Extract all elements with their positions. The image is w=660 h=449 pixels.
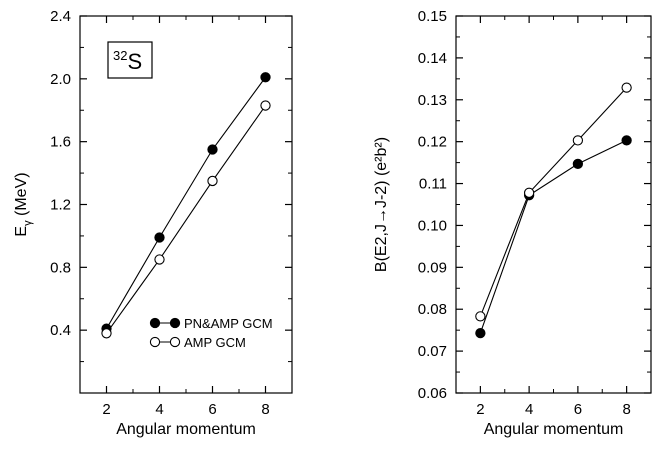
nucleus-label: 32S [113, 48, 142, 74]
y-tick-label: 2.0 [50, 71, 71, 88]
nucleus-label-box [107, 41, 153, 79]
y-tick-label: 1.6 [50, 134, 71, 151]
y-tick-label: 0.4 [50, 322, 71, 339]
panel-2: 2 4 6 8 0.06 0.07 0.08 0.09 0.10 0.11 0.12 0.13 0.14… [373, 8, 652, 438]
x-axis-label: Angular momentum [484, 421, 624, 438]
y-tick-label: 0.10 [418, 217, 447, 234]
data-point-open [207, 175, 218, 187]
y-tick-label: 1.2 [50, 197, 71, 214]
series-line-1 [106, 76, 266, 329]
x-tick-label: 4 [525, 401, 533, 418]
legend-marker [149, 336, 161, 348]
y-tick-label: 0.06 [418, 385, 447, 402]
x-tick-label: 4 [155, 401, 163, 418]
x-tick-label: 2 [476, 401, 484, 418]
legend: PN&AMP GCM AMP GCM [149, 316, 273, 350]
y-axis-label: B(E2,J→J-2) (e²b²) [373, 137, 390, 272]
y-tick-label: 0.07 [418, 343, 447, 360]
y-tick-label: 0.09 [418, 259, 447, 276]
series-line-2 [106, 105, 266, 334]
legend-marker [169, 317, 181, 329]
data-point-filled [572, 158, 584, 170]
y-tick-label: 0.13 [418, 92, 447, 109]
legend-label: PN&AMP GCM [184, 316, 273, 331]
panel-1: 2 4 6 8 0.4 0.8 1.2 1.6 2.0 2.4 Angular momentum Eγ… [13, 8, 293, 438]
y-tick-label: 0.08 [418, 301, 447, 318]
x-tick-label: 8 [622, 401, 630, 418]
data-point-open [475, 311, 486, 322]
data-point-open [154, 254, 165, 265]
y-axis-label: Eγ (MeV) [13, 172, 34, 236]
y-tick-label: 0.8 [50, 259, 71, 276]
data-point-filled [475, 327, 486, 339]
y-tick-label: 0.15 [418, 8, 447, 25]
data-point-open [621, 82, 632, 93]
data-point-open [572, 135, 584, 146]
x-tick-label: 6 [574, 401, 582, 418]
legend-label: AMP GCM [184, 335, 246, 350]
data-point-filled [621, 135, 632, 146]
y-tick-label: 0.14 [418, 50, 447, 67]
legend-marker [169, 336, 181, 348]
data-point-filled [207, 144, 218, 155]
legend-marker [149, 317, 161, 329]
y-tick-label: 0.11 [419, 176, 447, 193]
data-point-filled [260, 72, 271, 83]
series-line-2 [479, 87, 628, 317]
x-axis-label: Angular momentum [116, 421, 256, 438]
plot-frame [455, 15, 652, 394]
data-point-filled [154, 232, 165, 243]
y-tick-label: 0.12 [418, 134, 447, 151]
series-line-1 [479, 139, 627, 334]
x-tick-label: 6 [208, 401, 216, 418]
data-point-open [523, 187, 535, 198]
y-tick-label: 2.4 [50, 8, 71, 25]
data-point-open [101, 328, 112, 339]
x-tick-label: 2 [102, 401, 110, 418]
data-point-open [260, 100, 271, 111]
x-tick-label: 8 [261, 401, 269, 418]
